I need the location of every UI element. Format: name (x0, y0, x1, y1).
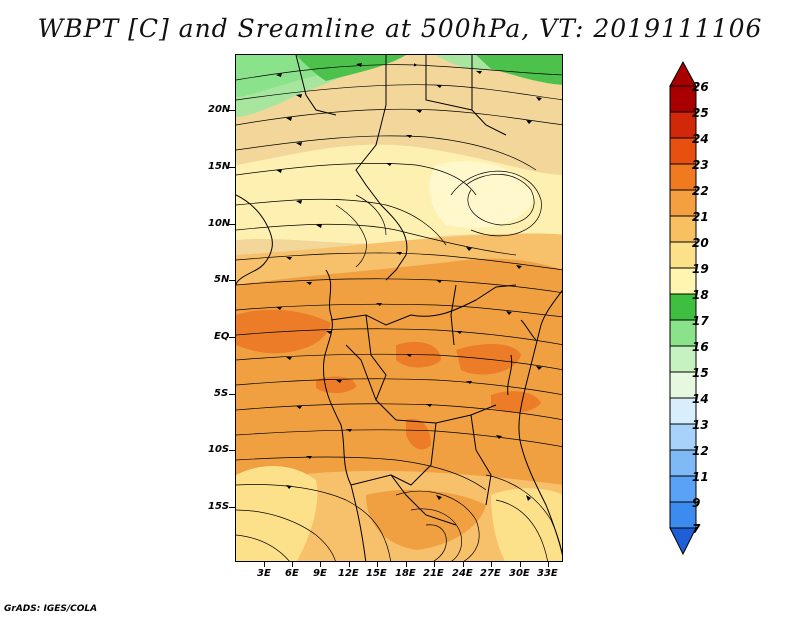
colorbar-swatch (669, 475, 697, 503)
colorbar-label: 22 (692, 184, 709, 198)
colorbar-label: 20 (692, 236, 709, 250)
colorbar-label: 21 (692, 210, 709, 224)
wbpt-green-north (296, 55, 406, 81)
colorbar-swatch (669, 423, 697, 451)
y-tick (229, 394, 235, 395)
colorbar-label: 11 (692, 470, 709, 484)
x-tick-label: 12E (338, 568, 359, 579)
colorbar-label: 17 (692, 314, 709, 328)
colorbar-label: 7 (692, 522, 701, 536)
wbpt-green-northeast (466, 55, 562, 85)
colorbar-label: 19 (692, 262, 709, 276)
y-tick (229, 507, 235, 508)
y-tick (229, 224, 235, 225)
colorbar-label: 18 (692, 288, 709, 302)
y-tick-label: 15N (208, 161, 231, 172)
wbpt-22-patch (406, 418, 431, 450)
colorbar-label: 26 (692, 80, 709, 94)
colorbar-swatch (669, 319, 697, 347)
colorbar-swatch (669, 501, 697, 529)
y-tick-label: EQ (214, 331, 230, 342)
colorbar-label: 15 (692, 366, 709, 380)
colorbar-label: 16 (692, 340, 709, 354)
map-panel (235, 54, 563, 562)
x-tick (320, 562, 321, 567)
x-tick (349, 562, 350, 567)
x-tick-label: 21E (423, 568, 444, 579)
grads-credit: GrADS: IGES/COLA (4, 604, 98, 614)
wbpt-19-southeast (491, 488, 562, 561)
x-tick (406, 562, 407, 567)
x-tick-label: 27E (480, 568, 501, 579)
x-tick-label: 24E (452, 568, 473, 579)
x-tick (377, 562, 378, 567)
y-tick-label: 5S (214, 388, 229, 399)
x-tick-label: 33E (537, 568, 558, 579)
stream-arrows (276, 63, 542, 501)
colorbar-swatch (669, 267, 697, 295)
colorbar-svg (669, 60, 697, 556)
wbpt-21-south (366, 489, 486, 550)
y-tick-label: 5N (214, 274, 230, 285)
x-tick (491, 562, 492, 567)
wbpt-19-south (236, 465, 318, 561)
map-svg (236, 55, 562, 561)
colorbar-bottom-arrow (669, 527, 697, 556)
colorbar-label: 12 (692, 444, 709, 458)
colorbar-label: 13 (692, 418, 709, 432)
x-tick (520, 562, 521, 567)
colorbar-label: 24 (692, 132, 709, 146)
colorbar-swatch (669, 241, 697, 269)
colorbar-label: 14 (692, 392, 709, 406)
x-tick (264, 562, 265, 567)
y-tick (229, 280, 235, 281)
x-tick (548, 562, 549, 567)
colorbar-swatch (669, 85, 697, 113)
y-tick (229, 450, 235, 451)
streamlines (236, 63, 562, 561)
colorbar-label: 23 (692, 158, 709, 172)
x-tick-label: 9E (313, 568, 327, 579)
colorbar-swatch (669, 345, 697, 373)
colorbar-swatch (669, 293, 697, 321)
x-tick-label: 18E (395, 568, 416, 579)
wbpt-light-green-northeast (436, 55, 491, 71)
y-tick-label: 20N (208, 104, 231, 115)
x-tick-label: 3E (257, 568, 271, 579)
x-tick (292, 562, 293, 567)
colorbar-label: 9 (692, 496, 701, 510)
y-tick (229, 110, 235, 111)
colorbar-swatch (669, 137, 697, 165)
wbpt-22-patch (491, 391, 541, 413)
y-tick-label: 10N (208, 218, 231, 229)
wbpt-21-area (236, 258, 562, 485)
x-tick-label: 30E (509, 568, 530, 579)
chart-title: WBPT [C] and Sreamline at 500hPa, VT: 20… (37, 14, 763, 43)
country-borders (236, 55, 562, 561)
y-tick-label: 10S (208, 444, 230, 455)
colorbar-swatch (669, 397, 697, 425)
colorbar-swatch (669, 371, 697, 399)
x-tick (434, 562, 435, 567)
x-tick-label: 6E (285, 568, 299, 579)
colorbar-swatch (669, 189, 697, 217)
y-tick-label: 15S (208, 501, 230, 512)
x-tick (463, 562, 464, 567)
y-tick (229, 167, 235, 168)
y-tick (229, 337, 235, 338)
colorbar-label: 25 (692, 106, 709, 120)
x-tick-label: 15E (366, 568, 387, 579)
